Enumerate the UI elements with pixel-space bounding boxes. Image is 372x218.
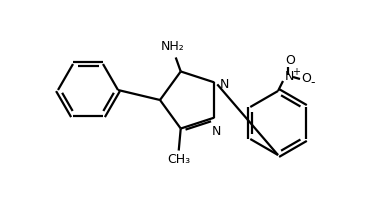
Text: CH₃: CH₃ bbox=[167, 153, 190, 165]
Text: +: + bbox=[292, 67, 300, 77]
Text: N: N bbox=[285, 70, 294, 83]
Text: -: - bbox=[310, 77, 314, 90]
Text: N: N bbox=[219, 78, 229, 91]
Text: O: O bbox=[301, 73, 311, 85]
Text: NH₂: NH₂ bbox=[161, 41, 185, 53]
Text: N: N bbox=[212, 125, 221, 138]
Text: O: O bbox=[285, 54, 295, 67]
